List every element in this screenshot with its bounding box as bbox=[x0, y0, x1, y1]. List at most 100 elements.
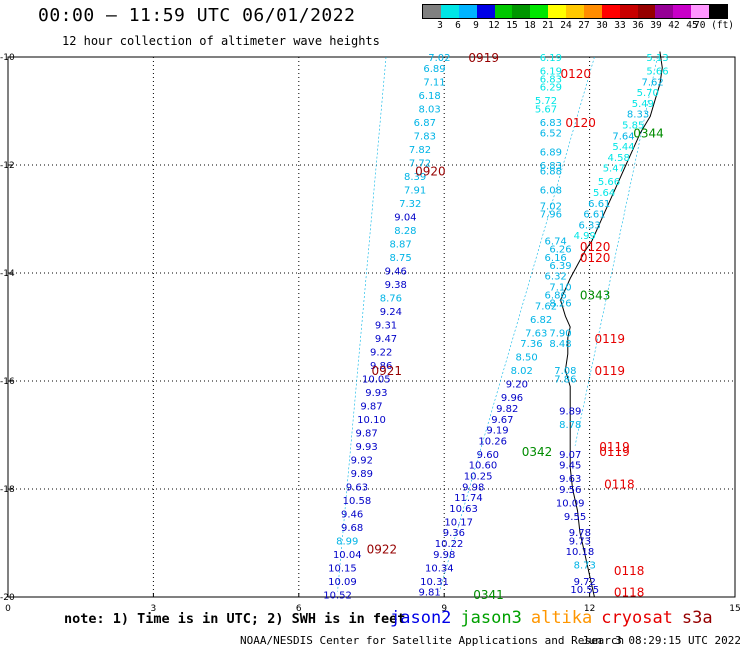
wave-height-value: 6.89 bbox=[540, 148, 562, 159]
pass-time-label: 0922 bbox=[367, 542, 398, 556]
pass-time-label: 0119 bbox=[594, 332, 625, 346]
pass-time-label: 0341 bbox=[473, 588, 504, 602]
wave-height-value: 7.64 bbox=[612, 131, 634, 142]
pass-time-label: 0344 bbox=[633, 127, 664, 141]
wave-height-value: 9.73 bbox=[569, 536, 591, 547]
wave-height-value: 5.66 bbox=[646, 67, 668, 78]
colorbar-label: 27 bbox=[578, 20, 590, 31]
wave-height-value: 9.87 bbox=[360, 401, 382, 412]
colorbar-label: 21 bbox=[542, 20, 554, 31]
pass-time-label: 0119 bbox=[599, 440, 630, 454]
colorbar-swatch bbox=[619, 5, 638, 18]
y-tick-label: -20 bbox=[0, 593, 15, 603]
colorbar-swatch bbox=[691, 5, 709, 18]
wave-height-value: 7.08 bbox=[554, 366, 576, 377]
wave-height-value: 9.81 bbox=[419, 588, 441, 599]
wave-height-value: 7.83 bbox=[414, 131, 436, 142]
wave-height-value: 9.24 bbox=[380, 307, 402, 318]
wave-height-value: 11.74 bbox=[454, 493, 483, 504]
wave-height-value: 7.90 bbox=[549, 328, 571, 339]
wave-height-value: 7.96 bbox=[540, 210, 562, 221]
pass-time-label: 0119 bbox=[594, 364, 625, 378]
wave-height-value: 5.44 bbox=[612, 142, 634, 153]
wave-height-value: 9.82 bbox=[496, 404, 518, 415]
wave-height-value: 7.32 bbox=[399, 199, 421, 210]
colorbar-swatch bbox=[673, 5, 692, 18]
wave-height-value: 10.63 bbox=[449, 504, 478, 515]
colorbar-label: 15 bbox=[506, 20, 518, 31]
wave-height-value: 6.52 bbox=[540, 129, 562, 140]
colorbar-swatch bbox=[566, 5, 584, 18]
wave-height-value: 6.08 bbox=[540, 185, 562, 196]
wave-height-value: 9.96 bbox=[501, 393, 523, 404]
x-tick-label: 15 bbox=[729, 604, 740, 614]
wave-height-value: 10.34 bbox=[425, 563, 454, 574]
wave-height-value: 6.82 bbox=[530, 315, 552, 326]
wave-height-value: 9.31 bbox=[375, 320, 397, 331]
colorbar-swatch bbox=[530, 5, 549, 18]
wave-height-value: 9.47 bbox=[375, 334, 397, 345]
satellite-jason2: jason2 bbox=[390, 608, 452, 628]
x-tick-label: 6 bbox=[296, 604, 302, 614]
wave-height-value: 9.20 bbox=[506, 380, 528, 391]
wave-height-value: 5.47 bbox=[603, 164, 625, 175]
wave-height-value: 6.19 bbox=[540, 53, 562, 64]
pass-time-label: 0119 bbox=[599, 445, 630, 459]
wave-height-value: 6.83 bbox=[540, 118, 562, 129]
wave-height-value: 9.89 bbox=[559, 407, 581, 418]
colorbar-swatch bbox=[494, 5, 513, 18]
wave-height-value: 10.05 bbox=[362, 374, 391, 385]
wave-height-value: 6.18 bbox=[419, 91, 441, 102]
colorbar-label: 42 bbox=[668, 20, 680, 31]
wave-height-value: 7.63 bbox=[525, 328, 547, 339]
colorbar-swatch bbox=[601, 5, 620, 18]
wave-height-value: 9.38 bbox=[385, 280, 407, 291]
y-tick-label: -14 bbox=[0, 269, 15, 279]
wave-height-value: 9.68 bbox=[341, 523, 363, 534]
wave-height-value: 6.61 bbox=[588, 199, 610, 210]
wave-height-value: 10.04 bbox=[333, 550, 362, 561]
colorbar-swatch bbox=[637, 5, 656, 18]
map-subtitle: 12 hour collection of altimeter wave hei… bbox=[62, 34, 380, 48]
credit-text: NOAA/NESDIS Center for Satellite Applica… bbox=[240, 634, 625, 647]
wave-height-value: 6.16 bbox=[545, 253, 567, 264]
wave-height-value: 10.09 bbox=[556, 499, 585, 510]
wave-height-value: 7.62 bbox=[535, 301, 557, 312]
wave-height-value: 10.10 bbox=[357, 415, 386, 426]
y-tick-label: -16 bbox=[0, 377, 15, 387]
wave-height-value: 9.98 bbox=[462, 482, 484, 493]
pass-time-label: 0120 bbox=[580, 251, 611, 265]
wave-height-value: 9.60 bbox=[477, 450, 499, 461]
wave-height-value: 5.70 bbox=[637, 88, 659, 99]
wave-height-value: 9.89 bbox=[351, 469, 373, 480]
wave-height-value: 6.89 bbox=[423, 64, 445, 75]
wave-height-value: 9.07 bbox=[559, 450, 581, 461]
map-frame bbox=[7, 56, 736, 598]
wave-height-value: 9.93 bbox=[356, 442, 378, 453]
wave-height-value: 7.86 bbox=[554, 374, 576, 385]
wave-height-value: 7.72 bbox=[409, 158, 431, 169]
colorbar-swatch bbox=[512, 5, 531, 18]
wave-height-value: 5.49 bbox=[632, 99, 654, 110]
satellite-cryosat: cryosat bbox=[601, 608, 673, 628]
satellite-jason3: jason3 bbox=[460, 608, 522, 628]
wave-height-value: 6.26 bbox=[549, 245, 571, 256]
generated-timestamp: Jun 3 08:29:15 UTC 2022 bbox=[582, 634, 740, 647]
satellite-track bbox=[439, 56, 595, 592]
wave-height-value: 8.87 bbox=[389, 239, 411, 250]
wave-height-value: 6.74 bbox=[545, 237, 567, 248]
wave-height-value: 8.73 bbox=[574, 561, 596, 572]
wave-height-value: 9.72 bbox=[574, 577, 596, 588]
wave-height-value: 5.13 bbox=[646, 53, 668, 64]
wave-height-value: 9.87 bbox=[356, 428, 378, 439]
colorbar-label: 3 bbox=[437, 20, 443, 31]
wave-height-value: 9.92 bbox=[351, 455, 373, 466]
wave-height-value: 10.25 bbox=[464, 472, 493, 483]
colorbar-swatch bbox=[655, 5, 674, 18]
wave-height-value: 9.45 bbox=[559, 461, 581, 472]
colorbar-label: 24 bbox=[560, 20, 572, 31]
wave-height-value: 9.63 bbox=[346, 482, 368, 493]
wave-height-value: 7.02 bbox=[540, 202, 562, 213]
wave-height-value: 6.83 bbox=[540, 161, 562, 172]
